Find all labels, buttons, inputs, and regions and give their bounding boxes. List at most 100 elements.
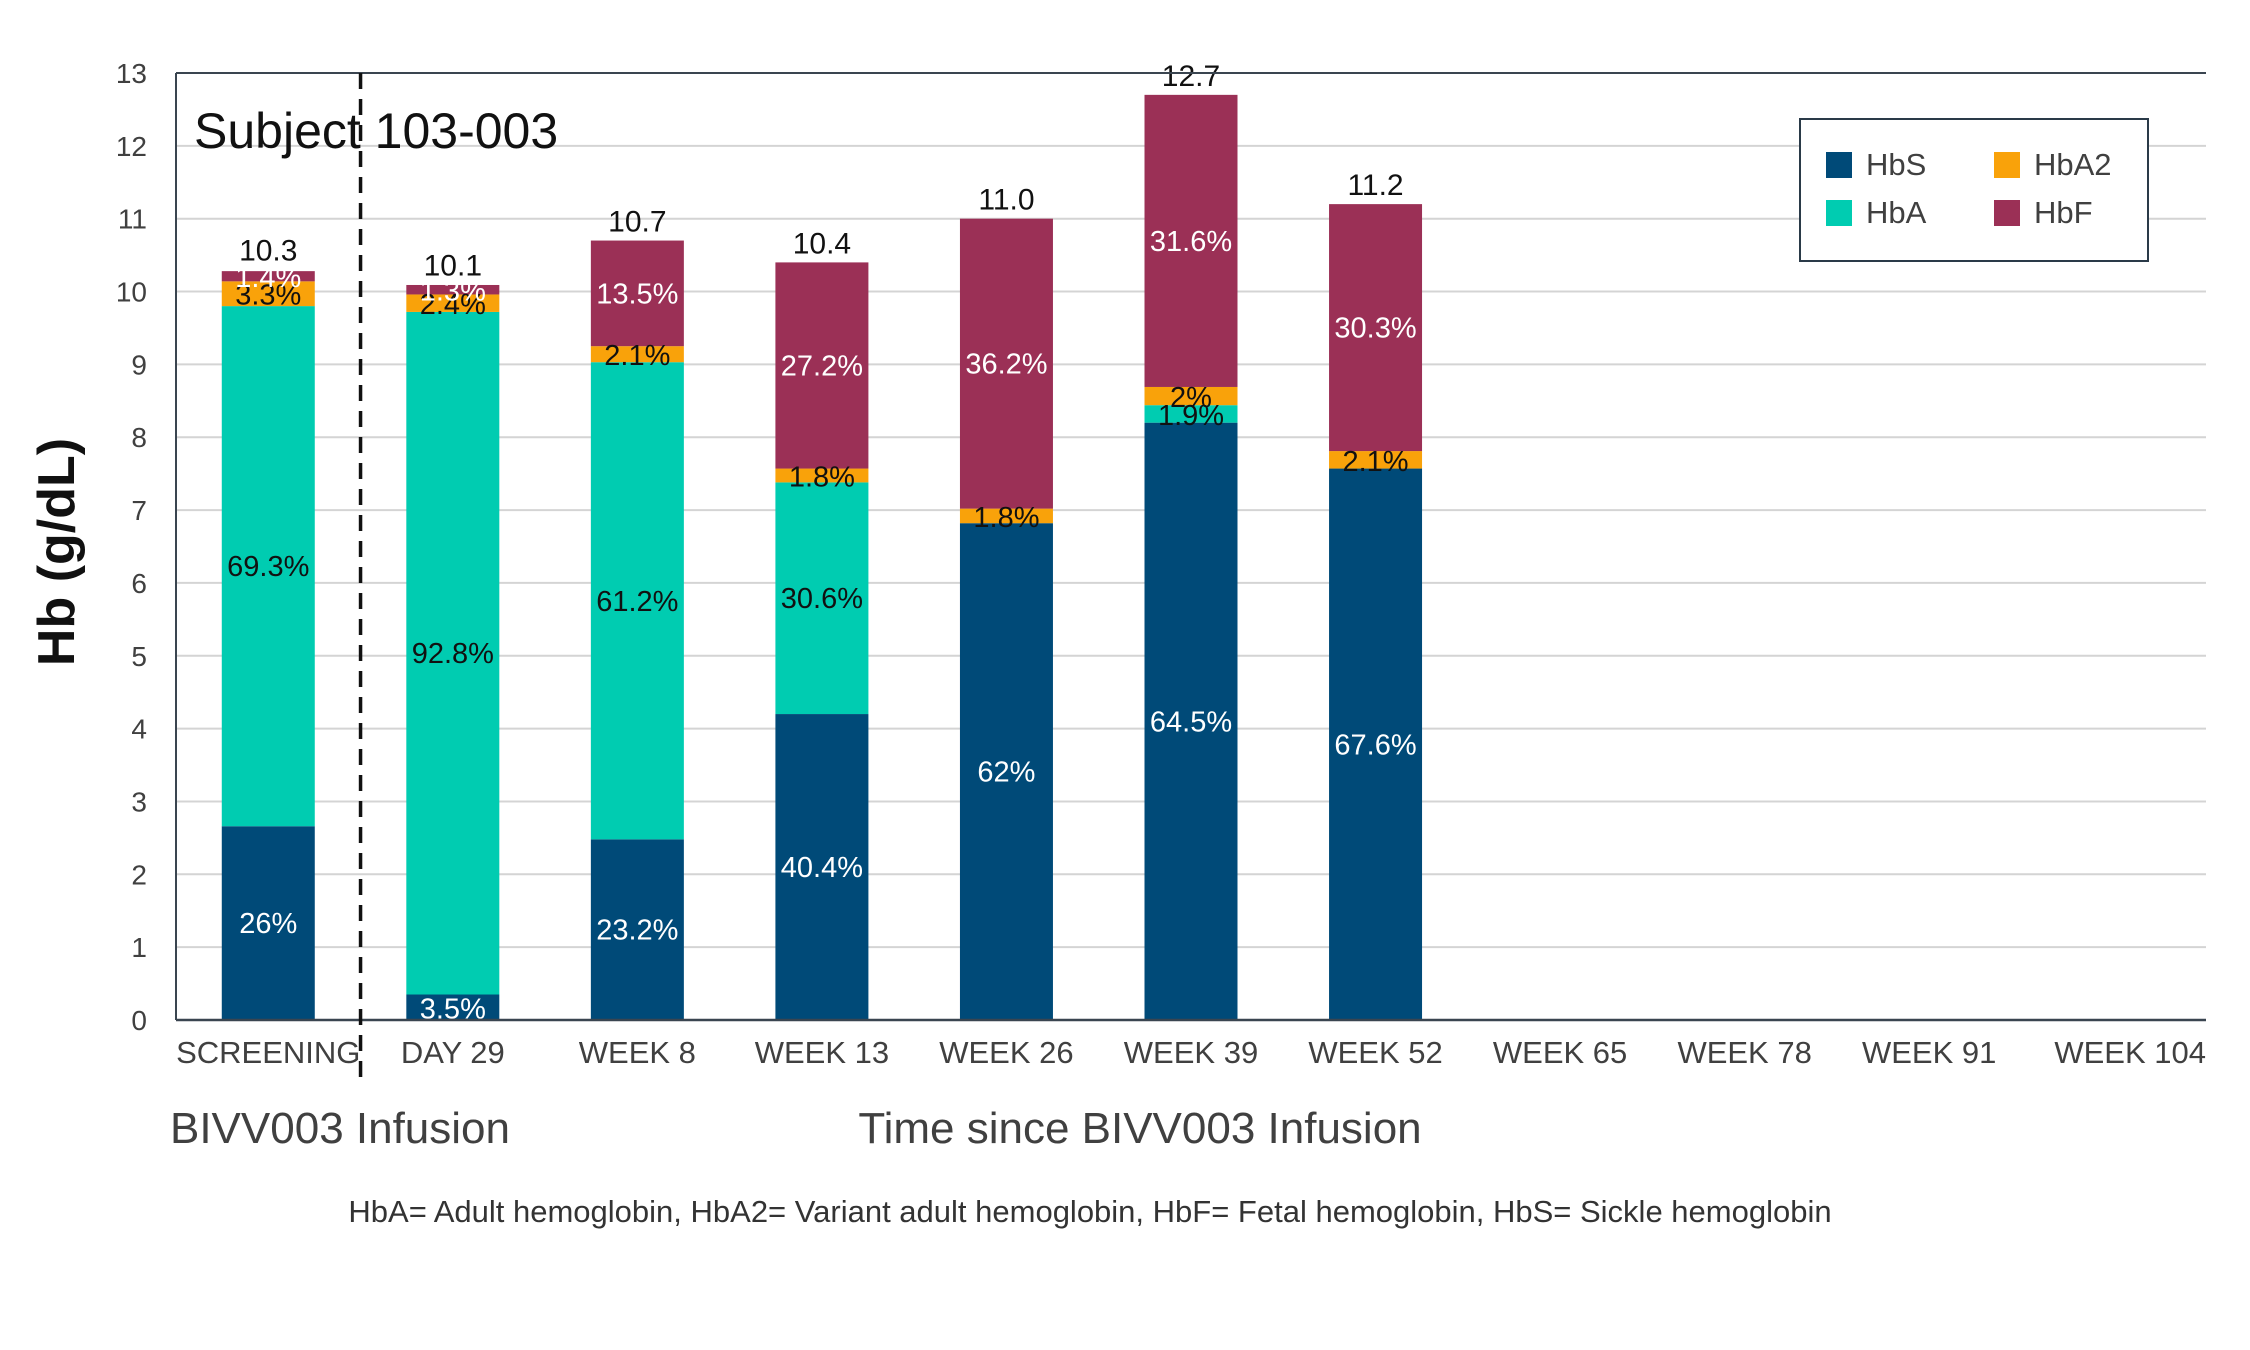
y-tick-label: 0 [131,1005,147,1036]
y-tick-label: 3 [131,786,147,817]
y-tick-label: 4 [131,714,147,745]
bar-segment-hba [590,362,684,840]
bar-total-label: 10.3 [239,235,297,268]
segment-label-hba: 61.2% [596,586,678,618]
bar-segment-hbs [590,839,684,1020]
bar-segment-hba2 [775,468,869,483]
y-tick-label: 2 [131,859,147,890]
bar-total-label: 11.2 [1347,169,1403,202]
segment-label-hbf: 36.2% [965,349,1047,381]
bar-segment-hbs [1329,468,1423,1020]
chart-title: Subject 103-003 [194,103,558,159]
segment-label-hba: 1.9% [1158,400,1224,432]
y-tick-label: 1 [131,932,147,963]
bar-total-label: 10.1 [424,249,482,282]
x-axis-label: Time since BIVV003 Infusion [858,1104,1421,1153]
legend-label-hba2: HbA2 [2034,147,2112,182]
bar-segment-hba2 [1329,451,1423,469]
bar-total-label: 10.7 [608,206,666,239]
x-tick-label: WEEK 65 [1493,1035,1627,1070]
bar-segment-hba [406,311,500,995]
x-tick-label: WEEK 8 [579,1035,696,1070]
segment-label-hbf: 30.3% [1334,313,1416,345]
segment-label-hbs: 62% [977,757,1035,789]
segment-label-hbs: 67.6% [1334,729,1416,761]
y-tick-label: 5 [131,641,147,672]
bar-segment-hbf [1144,94,1238,387]
y-tick-label: 10 [116,277,147,308]
x-tick-label: WEEK 13 [755,1035,889,1070]
bar-segment-hbs [406,994,500,1020]
y-tick-label: 9 [131,349,147,380]
legend-swatch-hba2 [1994,152,2020,178]
y-tick-label: 8 [131,422,147,453]
x-tick-label: DAY 29 [401,1035,505,1070]
left-x-axis-label: BIVV003 Infusion [170,1104,510,1153]
legend-box [1799,118,2149,262]
x-tick-label: WEEK 26 [939,1035,1073,1070]
segment-label-hba2: 1.8% [973,502,1039,534]
x-tick-label: WEEK 78 [1677,1035,1811,1070]
x-tick-label: WEEK 91 [1862,1035,1996,1070]
segment-label-hba2: 1.8% [789,461,855,493]
bar-total-label: 12.7 [1162,60,1220,93]
y-tick-label: 6 [131,568,147,599]
y-tick-label: 7 [131,495,147,526]
bar-segment-hbs [221,826,315,1020]
bar-segment-hbs [775,714,869,1020]
bar-segment-hba2 [959,508,1053,524]
bar-segment-hbs [959,523,1053,1020]
footnote: HbA= Adult hemoglobin, HbA2= Variant adu… [348,1194,1831,1229]
segment-label-hbf: 13.5% [596,278,678,310]
segment-label-hbf: 27.2% [781,350,863,382]
y-tick-label: 13 [116,58,147,89]
x-tick-label: WEEK 104 [2054,1035,2206,1070]
bar-labels: 26%69.3%3.3%1.4%10.33.5%92.8%2.4%1.3%10.… [227,60,1417,1025]
bar-segment-hbf [1329,204,1423,452]
bar-segment-hbf [959,218,1053,509]
segment-label-hba: 92.8% [412,638,494,670]
x-tick-label: WEEK 39 [1124,1035,1258,1070]
legend-label-hba: HbA [1866,195,1927,230]
legend-label-hbf: HbF [2034,195,2093,230]
legend-swatch-hbs [1826,152,1852,178]
segment-label-hba: 30.6% [781,583,863,615]
bar-segment-hba [1144,405,1238,423]
segment-label-hba2: 2.1% [1342,446,1408,478]
segment-label-hba2: 2.4% [420,289,486,321]
legend-swatch-hba [1826,200,1852,226]
segment-label-hba: 69.3% [227,551,309,583]
bar-segment-hba [221,306,315,827]
bar-total-label: 11.0 [978,184,1034,217]
segment-label-hba2: 2% [1170,382,1212,414]
bar-segment-hbf [590,240,684,347]
segment-label-hbf: 1.3% [420,276,486,308]
segment-label-hbs: 26% [239,908,297,940]
segment-label-hbs: 40.4% [781,852,863,884]
bar-segment-hba2 [590,346,684,363]
y-axis-label: Hb (g/dL) [28,438,86,666]
bar-total-label: 10.4 [793,227,851,260]
x-tick-label: WEEK 52 [1308,1035,1442,1070]
segment-label-hba2: 2.1% [604,340,670,372]
legend: HbS HbA2 HbA HbF [1799,118,2149,262]
y-tick-label: 12 [116,131,147,162]
bar-segment-hbs [1144,422,1238,1021]
bar-segment-hbf [406,284,500,295]
bar-segment-hba [775,482,869,715]
bar-segment-hbf [775,262,869,469]
bar-segment-hba2 [406,294,500,312]
legend-label-hbs: HbS [1866,147,1926,182]
bar-segment-hba2 [221,281,315,307]
segment-label-hbf: 1.4% [235,262,301,294]
segment-label-hbf: 31.6% [1150,226,1232,258]
y-tick-label: 11 [118,204,147,235]
bars [221,94,1423,1021]
segment-label-hbs: 23.2% [596,915,678,947]
segment-label-hbs: 64.5% [1150,706,1232,738]
legend-swatch-hbf [1994,200,2020,226]
bar-segment-hba2 [1144,386,1238,406]
segment-label-hba2: 3.3% [235,280,301,312]
